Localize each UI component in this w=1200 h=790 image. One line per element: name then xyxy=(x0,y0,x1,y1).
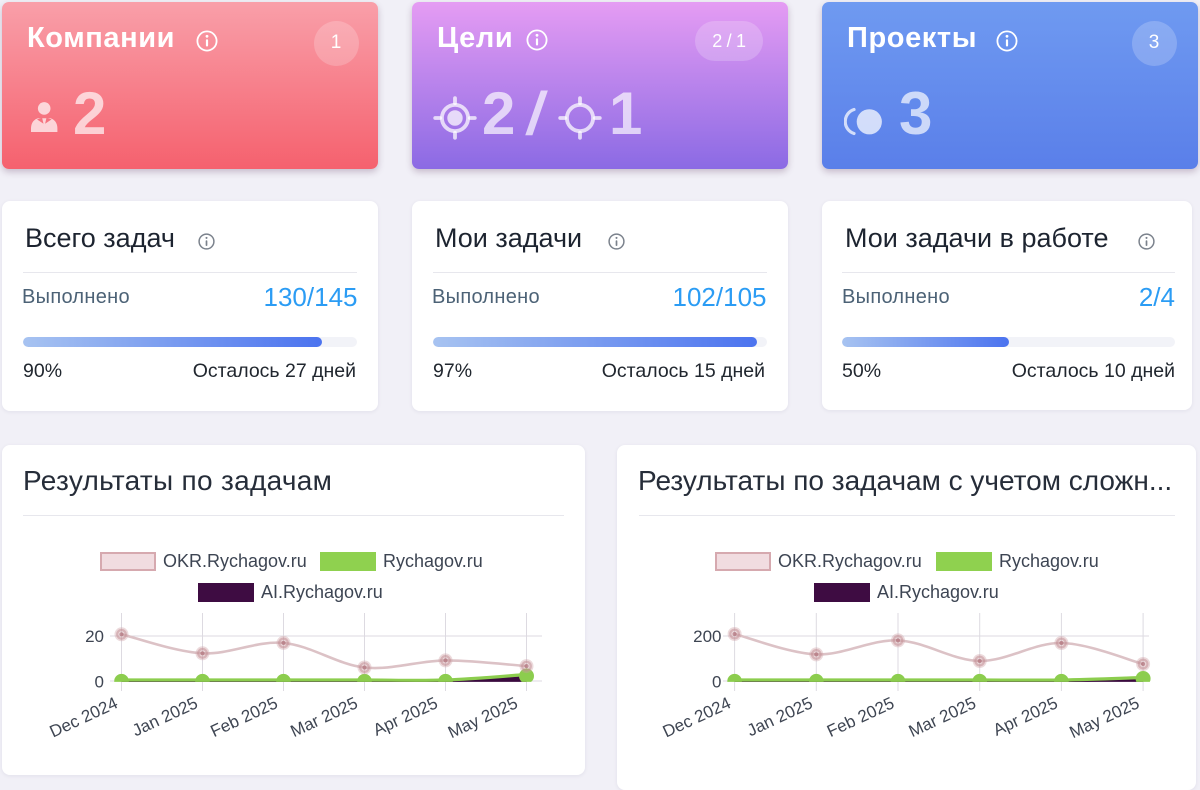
svg-text:Jan 2025: Jan 2025 xyxy=(129,693,200,740)
svg-text:Apr 2025: Apr 2025 xyxy=(990,693,1061,739)
svg-text:Mar 2025: Mar 2025 xyxy=(288,693,361,741)
svg-text:20: 20 xyxy=(85,627,104,646)
svg-text:Dec 2024: Dec 2024 xyxy=(47,693,121,741)
svg-text:0: 0 xyxy=(95,673,104,692)
svg-text:Apr 2025: Apr 2025 xyxy=(370,693,441,739)
svg-text:Feb 2025: Feb 2025 xyxy=(208,693,281,741)
svg-text:May 2025: May 2025 xyxy=(445,693,521,742)
svg-text:0: 0 xyxy=(712,673,721,692)
svg-text:200: 200 xyxy=(693,627,721,646)
svg-text:Jan 2025: Jan 2025 xyxy=(744,693,815,740)
svg-text:Dec 2024: Dec 2024 xyxy=(660,693,734,741)
svg-text:May 2025: May 2025 xyxy=(1067,693,1143,742)
svg-text:Mar 2025: Mar 2025 xyxy=(906,693,979,741)
svg-text:Feb 2025: Feb 2025 xyxy=(824,693,897,741)
